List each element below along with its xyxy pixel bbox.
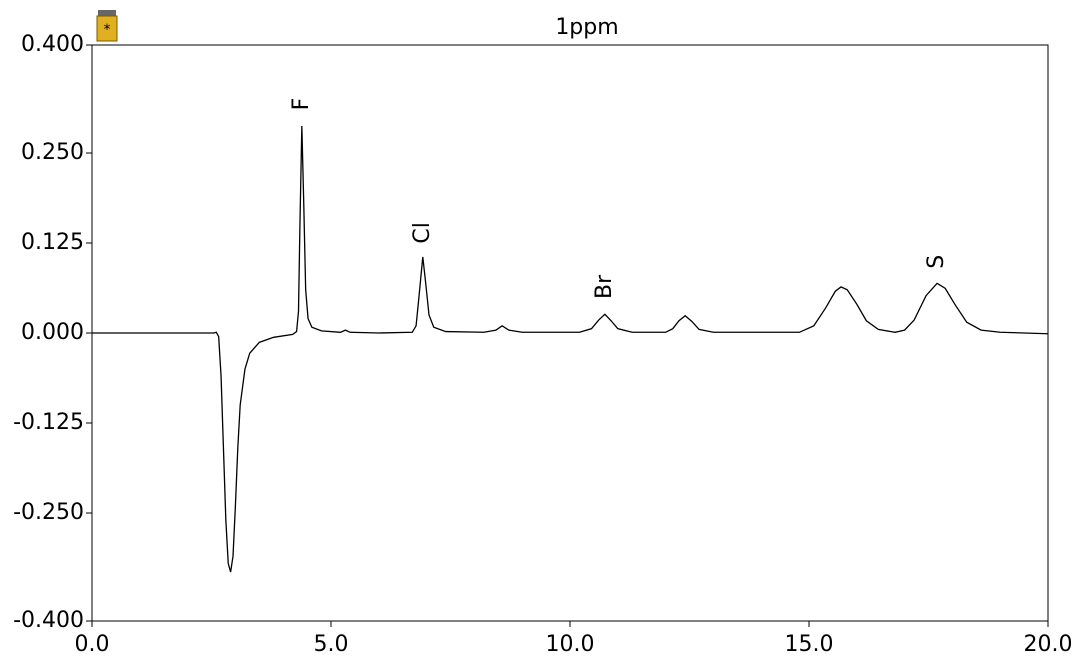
- x-tick-label: 0.0: [75, 632, 110, 657]
- y-tick-label: -0.250: [13, 500, 84, 525]
- x-tick-label: 5.0: [314, 632, 349, 657]
- x-tick-label: 15.0: [785, 632, 834, 657]
- svg-text:*: *: [104, 22, 111, 38]
- peak-label: F: [289, 98, 314, 111]
- peak-label: Br: [592, 274, 617, 299]
- peak-label: S: [924, 255, 949, 269]
- y-tick-label: 0.400: [21, 32, 84, 57]
- plot-frame: [91, 44, 1049, 622]
- chart-title: 1ppm: [555, 15, 618, 40]
- y-tick-label: -0.400: [13, 608, 84, 633]
- x-tick-label: 10.0: [546, 632, 595, 657]
- y-tick-label: 0.000: [21, 320, 84, 345]
- x-tick-label: 20.0: [1024, 632, 1073, 657]
- peak-label: Cl: [410, 222, 435, 243]
- trace-line: [92, 125, 1049, 573]
- y-tick-label: -0.125: [13, 410, 84, 435]
- y-tick-label: 0.125: [21, 230, 84, 255]
- y-tick-label: 0.250: [21, 140, 84, 165]
- vial-icon: *: [96, 10, 118, 42]
